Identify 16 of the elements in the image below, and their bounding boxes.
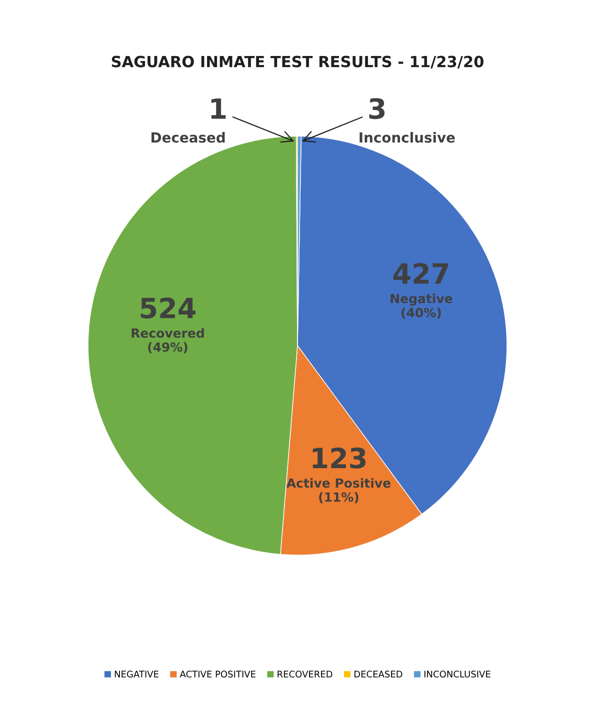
text: Recovered (49%) (132, 328, 204, 354)
text: Negative (40%) (390, 294, 452, 319)
legend-label: RECOVERED (278, 670, 332, 678)
text: Deceased (152, 132, 225, 143)
legend-label: INCONCLUSIVE (424, 670, 490, 678)
data-label: 524 (140, 298, 196, 319)
data-label: 427 (393, 262, 448, 284)
legend-label: NEGATIVE (114, 670, 158, 678)
data-label: 1 (211, 98, 226, 119)
data-label: 123 (312, 448, 366, 469)
legend-label: DECEASED (354, 670, 402, 678)
text: Active Positive (11%) (286, 478, 390, 504)
legend-label: ACTIVE POSITIVE (180, 670, 256, 678)
chart-title: SAGUARO INMATE TEST RESULTS - 11/23/20 (112, 56, 484, 69)
text: Inconclusive (360, 132, 455, 143)
data-label: 3 (369, 98, 385, 120)
